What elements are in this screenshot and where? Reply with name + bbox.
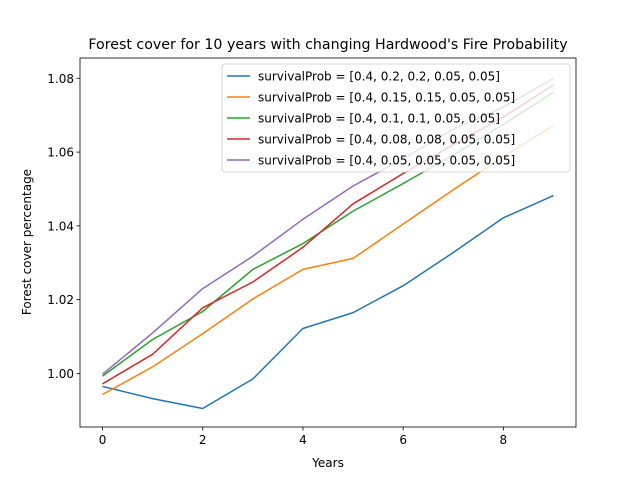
legend-entry: survivalProb = [0.4, 0.2, 0.2, 0.05, 0.0…	[258, 70, 500, 84]
chart-title: Forest cover for 10 years with changing …	[88, 37, 567, 53]
axes-frame	[79, 57, 577, 428]
x-axis-ticks: 0 2 4 6 8	[99, 427, 507, 447]
series-line-2	[102, 124, 554, 396]
legend-entry: survivalProb = [0.4, 0.1, 0.1, 0.05, 0.0…	[258, 112, 500, 126]
y-axis-ticks: 1.00 1.02 1.04 1.06 1.08	[47, 72, 80, 381]
x-axis-label: Years	[311, 456, 344, 470]
legend-entry: survivalProb = [0.4, 0.15, 0.15, 0.05, 0…	[258, 91, 515, 105]
y-axis-label: Forest cover percentage	[20, 169, 34, 315]
x-tick-label: 0	[99, 433, 107, 447]
series-line-1	[102, 194, 554, 410]
legend-entry: survivalProb = [0.4, 0.08, 0.08, 0.05, 0…	[258, 133, 515, 147]
x-tick-label: 6	[399, 433, 407, 447]
legend-entry: survivalProb = [0.4, 0.05, 0.05, 0.05, 0…	[258, 154, 515, 168]
x-tick-label: 2	[199, 433, 207, 447]
y-tick-label: 1.04	[47, 219, 74, 233]
y-tick-label: 1.00	[47, 367, 74, 381]
y-tick-label: 1.08	[47, 72, 74, 86]
legend: survivalProb = [0.4, 0.2, 0.2, 0.05, 0.0…	[221, 63, 571, 173]
x-tick-label: 4	[299, 433, 307, 447]
y-tick-label: 1.02	[47, 293, 74, 307]
y-tick-label: 1.06	[47, 146, 74, 160]
legend-box	[221, 63, 571, 173]
x-tick-label: 8	[500, 433, 508, 447]
